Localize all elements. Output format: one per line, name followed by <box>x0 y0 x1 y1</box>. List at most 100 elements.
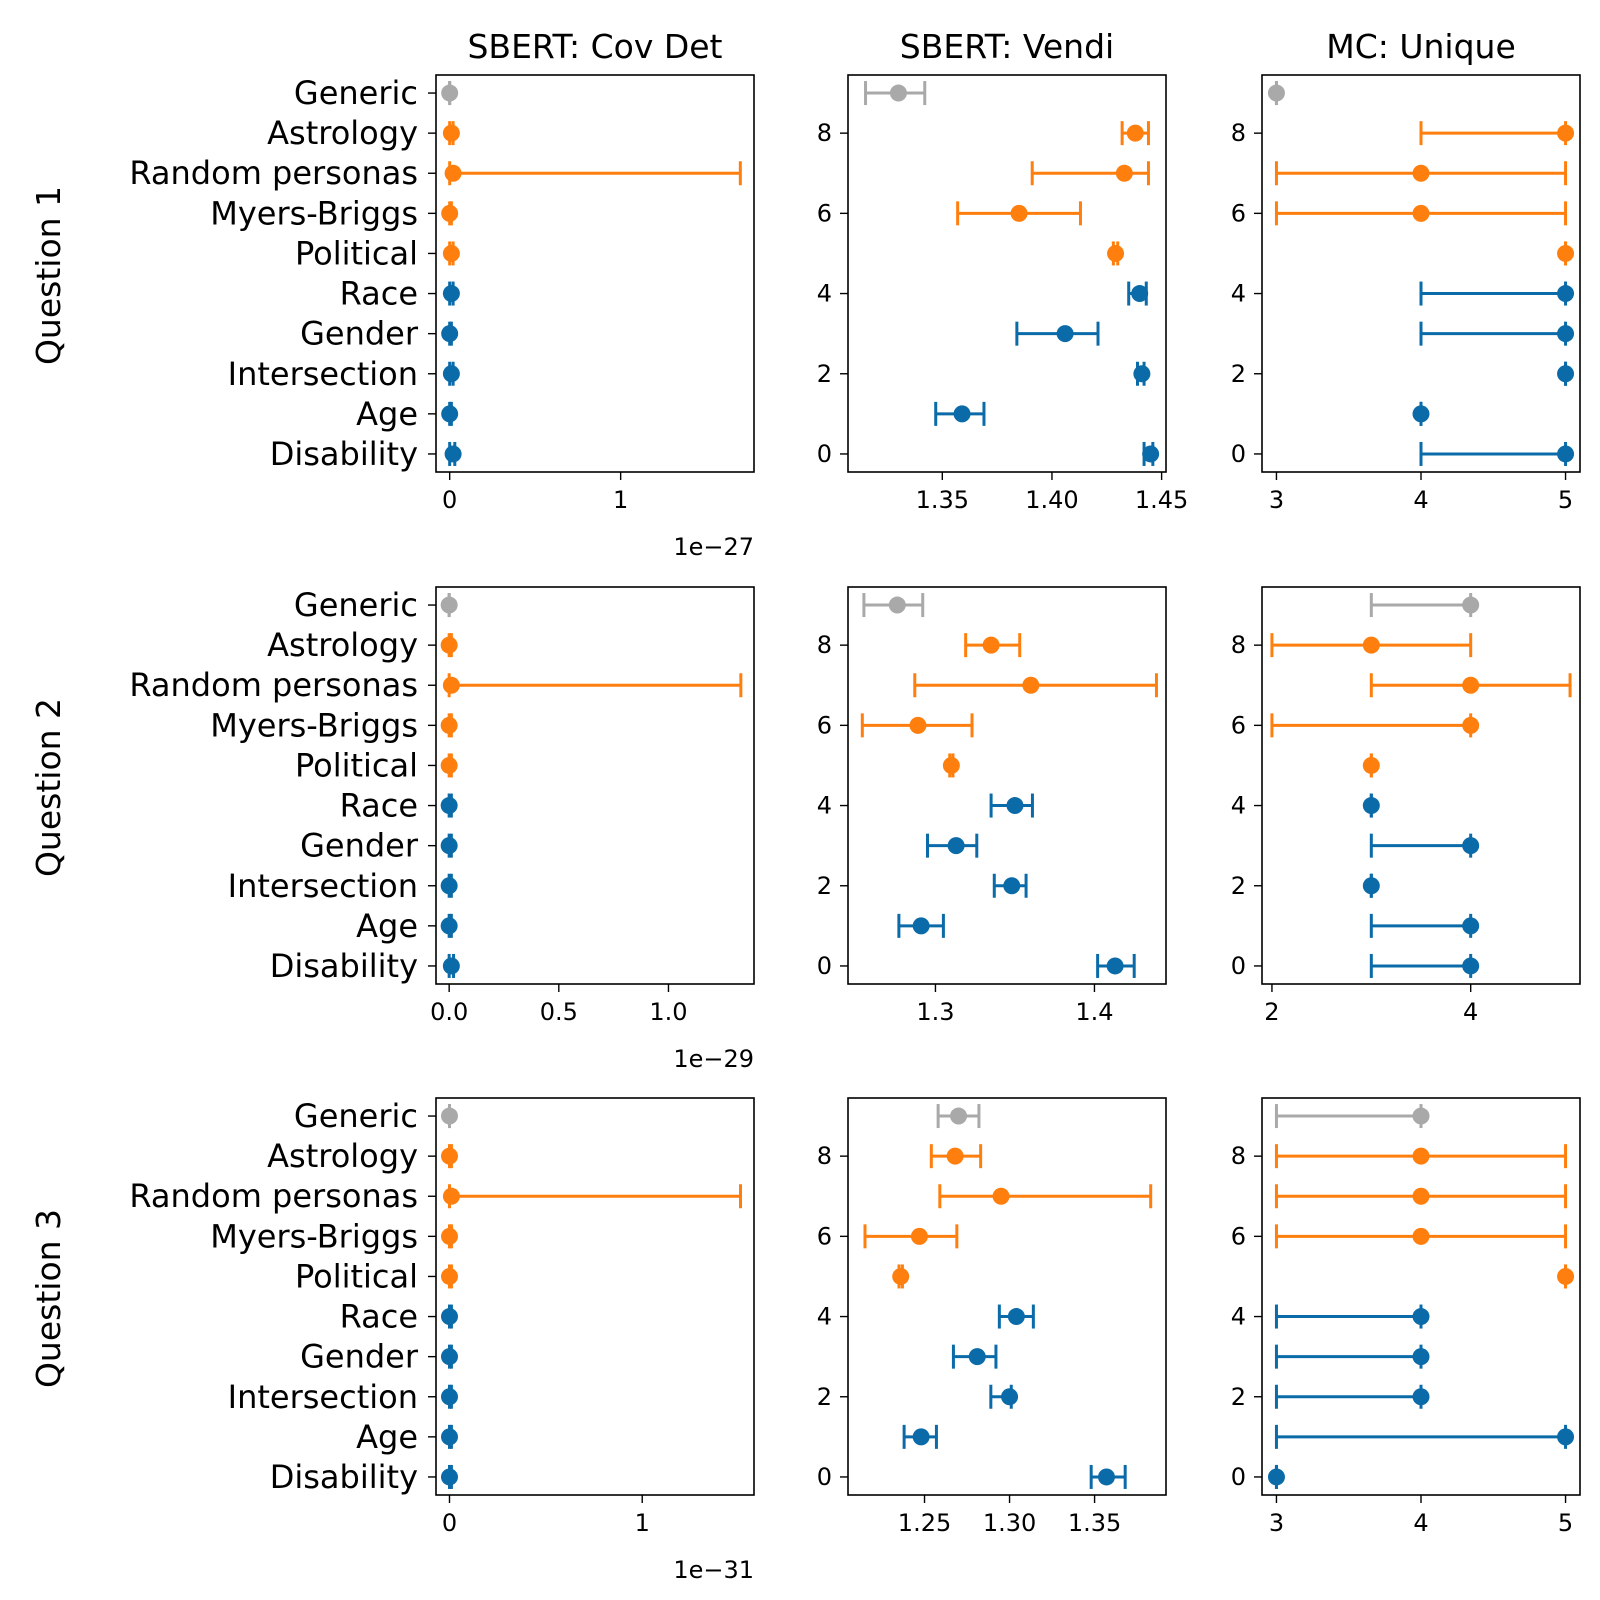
x-tick-label: 2 <box>1264 998 1279 1026</box>
point-political <box>442 241 460 266</box>
point-disability <box>442 953 460 978</box>
y-tick-label: 4 <box>1231 792 1246 820</box>
category-label-random-personas: Random personas <box>129 666 418 704</box>
point-astrology <box>964 633 1022 658</box>
data-marker <box>440 1147 458 1165</box>
category-label-race: Race <box>340 787 418 825</box>
data-marker <box>1557 1267 1575 1285</box>
data-marker <box>1557 285 1575 303</box>
data-marker <box>1010 204 1028 222</box>
point-gender <box>1274 1344 1430 1369</box>
category-label-random-personas: Random personas <box>129 154 418 192</box>
data-marker <box>1097 1468 1115 1486</box>
point-gender <box>1419 321 1575 346</box>
category-label-random-personas: Random personas <box>129 1177 418 1215</box>
point-age <box>1412 401 1430 426</box>
data-marker <box>442 676 460 694</box>
data-marker <box>1267 84 1285 102</box>
point-political <box>440 753 458 778</box>
point-race <box>440 1304 458 1329</box>
data-marker <box>1462 716 1480 734</box>
point-age <box>934 401 986 426</box>
y-tick-label: 4 <box>817 1303 832 1331</box>
point-intersection <box>442 361 460 386</box>
category-label-political: Political <box>295 234 418 272</box>
category-label-generic: Generic <box>294 1097 418 1135</box>
x-tick-label: 5 <box>1558 1509 1573 1537</box>
point-intersection <box>1362 873 1380 898</box>
data-marker <box>440 837 458 855</box>
data-marker <box>1412 1308 1430 1326</box>
x-offset-label: 1e−29 <box>673 1045 754 1073</box>
point-race <box>1127 281 1149 306</box>
data-marker <box>440 1267 458 1285</box>
data-marker <box>1362 756 1380 774</box>
data-marker <box>1557 244 1575 262</box>
point-astrology <box>929 1144 983 1169</box>
data-marker <box>442 1187 460 1205</box>
data-marker <box>440 596 458 614</box>
data-marker <box>1557 124 1575 142</box>
point-gender <box>440 1344 458 1369</box>
data-marker <box>440 797 458 815</box>
axes-frame <box>435 586 755 985</box>
data-marker <box>912 917 930 935</box>
data-marker <box>1462 596 1480 614</box>
point-political <box>440 1264 458 1289</box>
y-tick-label: 2 <box>1231 360 1246 388</box>
data-marker <box>1462 917 1480 935</box>
data-marker <box>1462 676 1480 694</box>
category-label-age: Age <box>356 395 418 433</box>
category-label-astrology: Astrology <box>267 626 418 664</box>
point-disability <box>1267 1464 1285 1489</box>
point-disability <box>1096 953 1136 978</box>
point-generic <box>440 593 458 618</box>
panel-r2-c2: 1.3 1.4 0 2 4 6 8 <box>817 586 1167 1026</box>
data-marker <box>440 1107 458 1125</box>
x-tick-label: 1.35 <box>1068 1509 1121 1537</box>
x-tick-label: 3 <box>1269 1509 1284 1537</box>
data-marker <box>1412 1348 1430 1366</box>
axes-frame <box>847 74 1167 473</box>
point-disability <box>1419 441 1575 466</box>
point-astrology <box>442 121 460 146</box>
data-marker <box>440 1227 458 1245</box>
point-myers-briggs <box>1274 201 1568 226</box>
data-marker <box>440 636 458 654</box>
category-label-political: Political <box>295 746 418 784</box>
data-marker <box>1557 1428 1575 1446</box>
row-label-2: Question 2 <box>29 698 68 877</box>
point-gender <box>1369 833 1480 858</box>
y-tick-label: 6 <box>817 1222 832 1250</box>
data-marker <box>1462 837 1480 855</box>
y-tick-label: 0 <box>1231 952 1246 980</box>
y-tick-label: 8 <box>1231 1142 1246 1170</box>
x-tick-label: 0 <box>442 486 457 514</box>
x-tick-label: 0.0 <box>430 998 468 1026</box>
point-myers-briggs <box>956 201 1082 226</box>
category-label-disability: Disability <box>270 1458 418 1496</box>
data-marker <box>1362 636 1380 654</box>
point-disability <box>444 441 462 466</box>
point-gender <box>441 321 459 346</box>
point-random-personas <box>442 673 743 698</box>
data-marker <box>953 405 971 423</box>
x-offset-label: 1e−27 <box>673 533 754 561</box>
x-tick-label: 5 <box>1558 486 1573 514</box>
point-age <box>1369 913 1480 938</box>
point-age <box>1274 1424 1575 1449</box>
category-label-age: Age <box>356 1418 418 1456</box>
y-tick-label: 6 <box>1231 199 1246 227</box>
y-tick-label: 6 <box>817 711 832 739</box>
x-tick-label: 0.5 <box>540 998 578 1026</box>
data-marker <box>440 877 458 895</box>
point-myers-briggs <box>440 713 458 738</box>
y-tick-label: 4 <box>1231 280 1246 308</box>
point-political <box>942 753 960 778</box>
point-intersection <box>440 873 458 898</box>
data-marker <box>1557 325 1575 343</box>
point-race <box>997 1304 1035 1329</box>
category-label-intersection: Intersection <box>228 867 418 905</box>
